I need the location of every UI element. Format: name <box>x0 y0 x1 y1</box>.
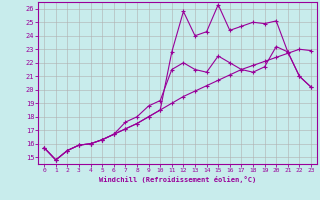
X-axis label: Windchill (Refroidissement éolien,°C): Windchill (Refroidissement éolien,°C) <box>99 176 256 183</box>
